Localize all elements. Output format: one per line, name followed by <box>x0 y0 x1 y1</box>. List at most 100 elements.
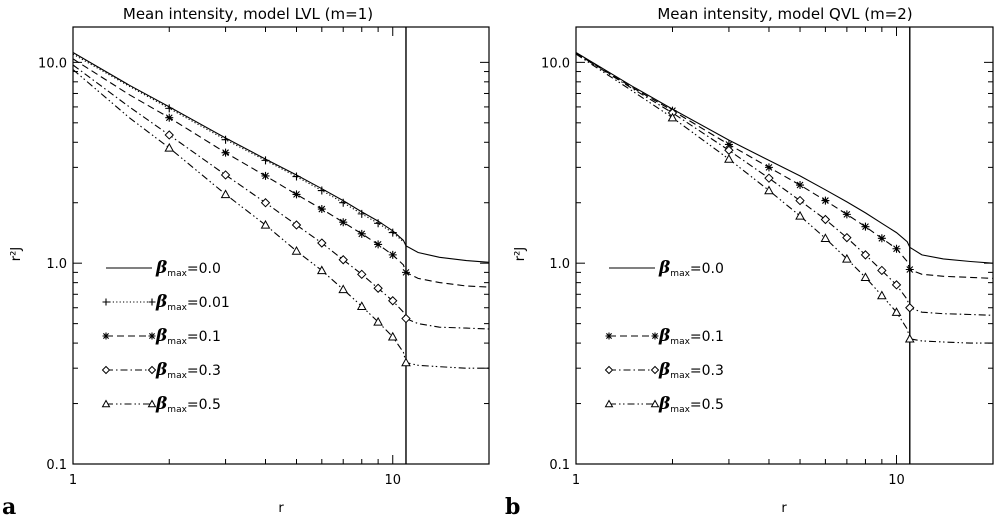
legend-label: βmax=0.5 <box>658 394 724 415</box>
marker-asterisk <box>764 163 773 172</box>
y-axis-label: r²J <box>9 247 24 261</box>
legend-label: βmax=0.3 <box>658 360 724 381</box>
marker-triangle <box>820 233 831 243</box>
marker-plus <box>388 228 397 237</box>
marker-triangle <box>667 112 678 122</box>
plot-frame <box>72 26 490 465</box>
legend-label: βmax=0.1 <box>155 326 221 347</box>
legend-entry: βmax=0.0 <box>106 258 221 279</box>
legend-label: βmax=0.3 <box>155 360 221 381</box>
plot-frame <box>575 26 994 465</box>
y-tick-label: 0.1 <box>46 458 67 473</box>
marker-plus <box>221 135 230 144</box>
marker-diamond <box>604 365 614 375</box>
marker-triangle <box>147 399 157 408</box>
marker-triangle <box>891 307 902 316</box>
marker-asterisk <box>605 332 613 340</box>
marker-diamond <box>164 130 174 140</box>
marker-diamond <box>650 365 660 375</box>
marker-plus <box>317 186 326 195</box>
series-group <box>72 27 490 464</box>
marker-triangle <box>260 219 271 229</box>
marker-asterisk <box>165 113 174 122</box>
marker-plus <box>339 198 348 207</box>
marker-triangle <box>101 399 111 408</box>
series-line <box>72 58 490 288</box>
marker-asterisk <box>221 148 230 157</box>
legend-entry: βmax=0.5 <box>604 394 724 415</box>
x-tick-label: 1 <box>572 473 580 488</box>
legend-label: βmax=0.0 <box>658 258 724 279</box>
x-tick-label: 10 <box>384 473 401 488</box>
marker-asterisk <box>842 210 851 219</box>
marker-diamond <box>373 283 383 293</box>
marker-triangle <box>724 154 734 163</box>
marker-diamond <box>795 195 805 206</box>
axis-ticks: 1 10 0.1 1.0 10.0 <box>541 27 993 488</box>
y-tick-label: 10.0 <box>38 56 67 71</box>
series-markers <box>165 104 397 237</box>
y-tick-label: 0.1 <box>549 458 570 473</box>
marker-diamond <box>101 365 111 375</box>
marker-triangle <box>650 399 660 408</box>
marker-triangle <box>220 189 231 199</box>
chart-title: Mean intensity, model QVL (m=2) <box>657 5 912 23</box>
marker-triangle <box>860 272 871 282</box>
y-tick-label: 10.0 <box>541 56 570 71</box>
marker-triangle <box>876 290 887 300</box>
marker-triangle <box>316 265 327 275</box>
series-markers <box>164 142 411 367</box>
legend-entry: βmax=0.3 <box>604 360 724 381</box>
series-line <box>575 53 993 344</box>
marker-asterisk <box>339 218 348 227</box>
marker-diamond <box>891 280 902 290</box>
panel-b: Mean intensity, model QVL (m=2) r²J r b … <box>505 5 994 517</box>
marker-triangle <box>164 142 175 152</box>
panel-letter: b <box>505 494 520 517</box>
marker-diamond <box>764 173 774 183</box>
marker-plus <box>165 104 174 113</box>
marker-triangle <box>373 316 383 326</box>
marker-asterisk <box>651 332 659 340</box>
marker-asterisk <box>261 171 270 180</box>
marker-asterisk <box>796 181 805 190</box>
marker-triangle <box>795 210 805 220</box>
marker-asterisk <box>292 190 301 199</box>
series-markers <box>667 108 915 313</box>
axis-ticks: 1 10 0.1 1.0 10.0 <box>38 27 489 488</box>
marker-diamond <box>860 250 871 260</box>
marker-plus <box>261 156 270 165</box>
marker-diamond <box>338 255 348 265</box>
series-markers <box>165 113 410 277</box>
x-tick-label: 10 <box>888 473 905 488</box>
marker-triangle <box>401 357 411 367</box>
marker-diamond <box>291 220 302 230</box>
marker-diamond <box>147 365 157 375</box>
marker-asterisk <box>877 234 886 243</box>
marker-diamond <box>401 313 411 324</box>
legend-entry: βmax=0.01 <box>102 292 230 313</box>
panel-a: Mean intensity, model LVL (m=1) r²J r a … <box>2 5 490 517</box>
marker-diamond <box>842 232 852 243</box>
marker-triangle <box>764 185 774 195</box>
series-markers <box>667 112 915 343</box>
series-line <box>575 52 994 316</box>
series-group <box>575 27 994 464</box>
marker-asterisk <box>388 250 397 259</box>
marker-diamond <box>220 170 231 180</box>
marker-plus <box>148 298 156 306</box>
y-tick-label: 1.0 <box>46 257 67 272</box>
legend: βmax=0.0 βmax=0.1 βmax=0.3 βmax=0.5 <box>604 258 724 415</box>
marker-diamond <box>905 303 915 313</box>
marker-triangle <box>356 301 367 310</box>
marker-triangle <box>291 245 302 255</box>
marker-triangle <box>338 284 349 294</box>
series-line <box>575 52 994 264</box>
marker-plus <box>374 219 383 228</box>
marker-triangle <box>904 333 915 343</box>
marker-asterisk <box>861 222 870 231</box>
marker-diamond <box>388 296 398 306</box>
marker-asterisk <box>374 240 383 249</box>
legend-entry: βmax=0.5 <box>101 394 221 415</box>
